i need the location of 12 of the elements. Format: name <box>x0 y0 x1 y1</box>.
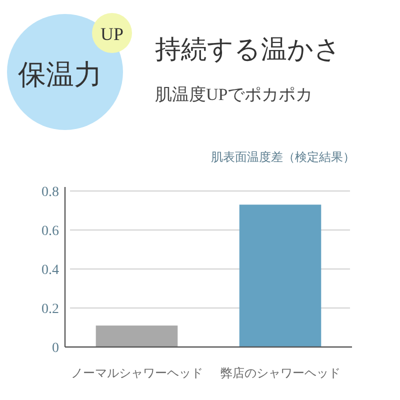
y-tick-label: 0.4 <box>42 263 59 278</box>
x-tick-label: 弊店のシャワーヘッド <box>220 366 340 380</box>
chart-subtitle: 肌温度UPでポカポカ <box>155 85 313 104</box>
text: 保温力 <box>18 60 102 91</box>
y-axis-title: 肌表面温度差（検定結果） <box>211 150 355 164</box>
x-tick-label: ノーマルシャワーヘッド <box>70 366 203 380</box>
y-tick-label: 0.2 <box>42 302 59 317</box>
y-tick-label: 0.8 <box>42 185 59 200</box>
text: UP <box>100 24 124 44</box>
chart-title: 持続する温かさ <box>155 35 341 64</box>
y-tick-label: 0 <box>52 341 59 356</box>
y-tick-label: 0.6 <box>42 224 59 239</box>
